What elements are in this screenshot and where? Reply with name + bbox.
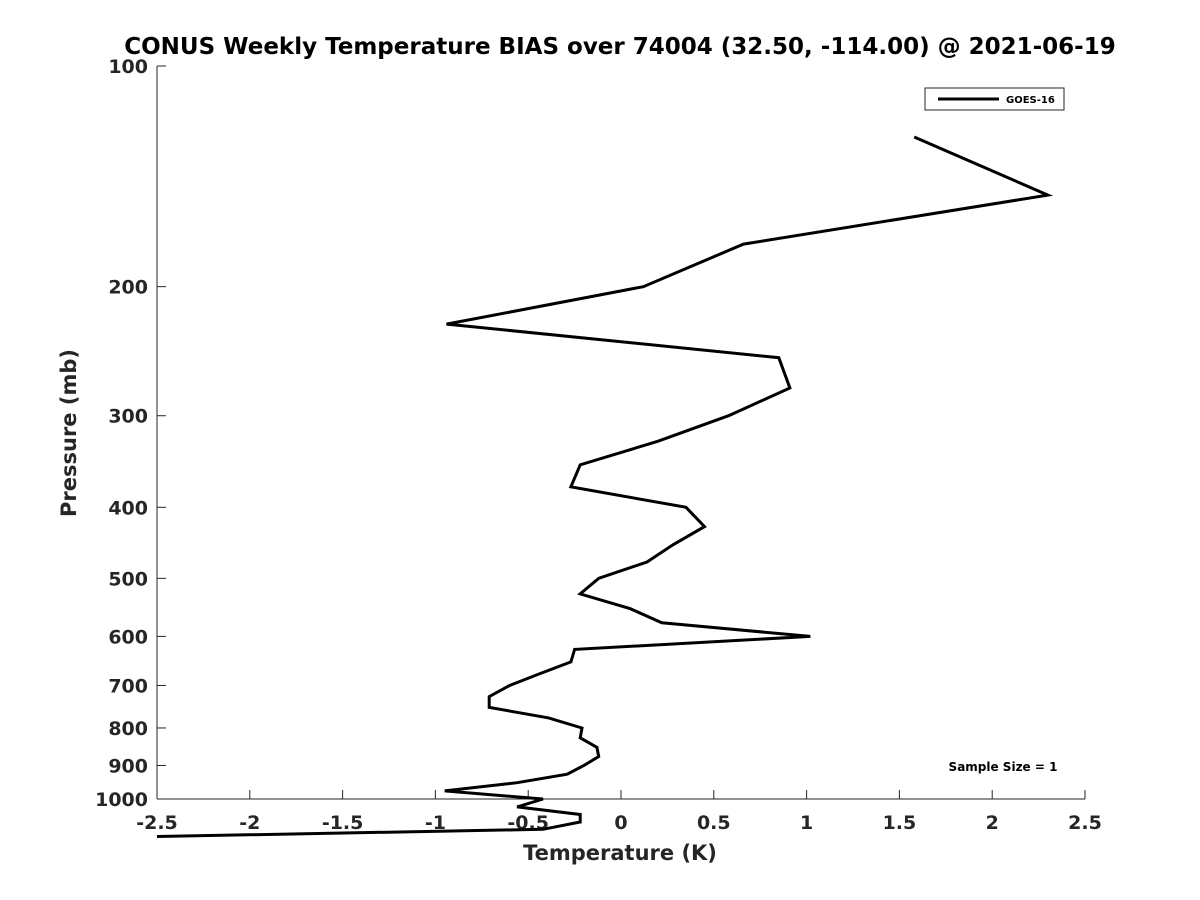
x-tick-label: -2.5 (136, 812, 178, 834)
legend: GOES-16 (924, 87, 1065, 111)
chart-title: CONUS Weekly Temperature BIAS over 74004… (124, 34, 1115, 60)
x-tick-label: 2 (986, 812, 999, 834)
x-tick-label: 2.5 (1068, 812, 1102, 834)
x-tick-label: 1.5 (883, 812, 917, 834)
y-tick-label: 400 (108, 497, 148, 519)
y-tick-label: 700 (108, 675, 148, 697)
y-tick-label: 300 (108, 406, 148, 428)
x-tick-label: -1.5 (322, 812, 364, 834)
x-tick-label: 1 (800, 812, 813, 834)
x-tick-label: -2 (239, 812, 260, 834)
y-axis-ticks: 100 200 300 400 500 600 700 800 900 1000 (95, 56, 166, 811)
x-axis-ticks: -2.5 -2 -1.5 -1 -0.5 0 0.5 1 1.5 2 2.5 (136, 790, 1102, 834)
x-tick-label: 0.5 (697, 812, 731, 834)
y-axis-label: Pressure (mb) (57, 349, 81, 517)
series-layer (156, 135, 1054, 838)
x-tick-label: 0 (614, 812, 627, 834)
x-tick-label: -1 (425, 812, 446, 834)
y-tick-label: 500 (108, 568, 148, 590)
sample-size-annotation: Sample Size = 1 (949, 760, 1058, 774)
y-tick-label: 200 (108, 277, 148, 299)
y-tick-label: 900 (108, 755, 148, 777)
y-tick-label: 100 (108, 56, 148, 78)
y-tick-label: 800 (108, 718, 148, 740)
series-line-goes-16 (156, 135, 1054, 838)
y-tick-label: 1000 (95, 789, 148, 811)
x-axis-label: Temperature (K) (523, 841, 717, 865)
legend-entry: GOES-16 (1006, 95, 1055, 106)
plot-frame (156, 66, 1085, 800)
y-tick-label: 600 (108, 626, 148, 648)
